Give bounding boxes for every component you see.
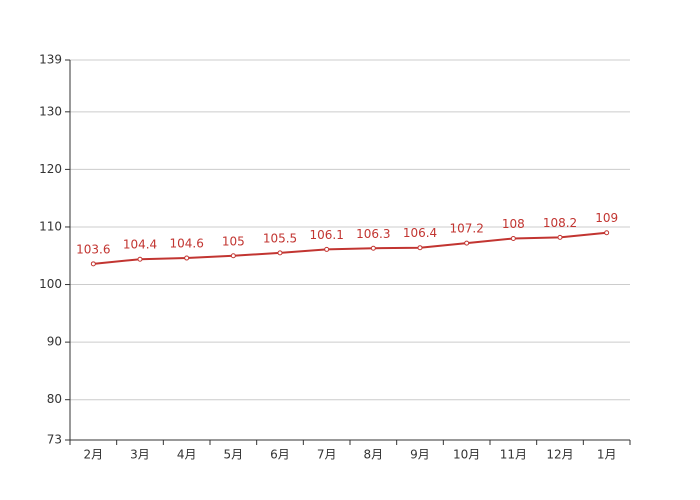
- y-tick-label: 90: [47, 335, 62, 349]
- x-tick-label: 1月: [597, 448, 617, 462]
- x-tick-label: 6月: [270, 448, 290, 462]
- y-tick-label: 100: [39, 277, 62, 291]
- data-label: 105.5: [263, 231, 297, 245]
- data-label: 106.4: [403, 226, 437, 240]
- x-tick-label: 5月: [224, 448, 244, 462]
- line: [93, 231, 607, 265]
- x-tick-label: 10月: [453, 448, 480, 462]
- data-label: 108: [502, 217, 525, 231]
- data-label: 103.6: [76, 242, 110, 256]
- x-tick-label: 8月: [364, 448, 384, 462]
- data-label: 109: [595, 211, 618, 225]
- x-tick-label: 9月: [410, 448, 430, 462]
- data-label: 104.4: [123, 238, 157, 252]
- data-label: 106.3: [356, 227, 390, 241]
- point: [137, 256, 143, 262]
- y-tick-label: 120: [39, 162, 62, 176]
- data-label: 106.1: [309, 228, 343, 242]
- x-tick-label: 12月: [546, 448, 573, 462]
- x-tick-label: 7月: [317, 448, 337, 462]
- y-tick-label: 110: [39, 219, 62, 233]
- point: [184, 255, 190, 261]
- y-tick-label: 73: [47, 433, 62, 447]
- y-tick-label: 130: [39, 104, 62, 118]
- point: [557, 234, 563, 240]
- point: [324, 246, 330, 252]
- point: [230, 253, 236, 259]
- x-tick-label: 2月: [84, 448, 104, 462]
- data-label: 104.6: [169, 237, 203, 251]
- point: [417, 245, 423, 251]
- point: [464, 240, 470, 246]
- point: [604, 230, 610, 236]
- x-tick-label: 11月: [500, 448, 527, 462]
- y-tick-label: 139: [39, 53, 62, 67]
- data-label: 108.2: [543, 216, 577, 230]
- point: [90, 261, 96, 267]
- x-tick-label: 3月: [130, 448, 150, 462]
- data-label: 107.2: [449, 222, 483, 236]
- point: [370, 245, 376, 251]
- point: [277, 250, 283, 256]
- x-tick-label: 4月: [177, 448, 197, 462]
- y-tick-label: 80: [47, 392, 62, 406]
- point: [510, 235, 516, 241]
- data-label: 105: [222, 234, 245, 248]
